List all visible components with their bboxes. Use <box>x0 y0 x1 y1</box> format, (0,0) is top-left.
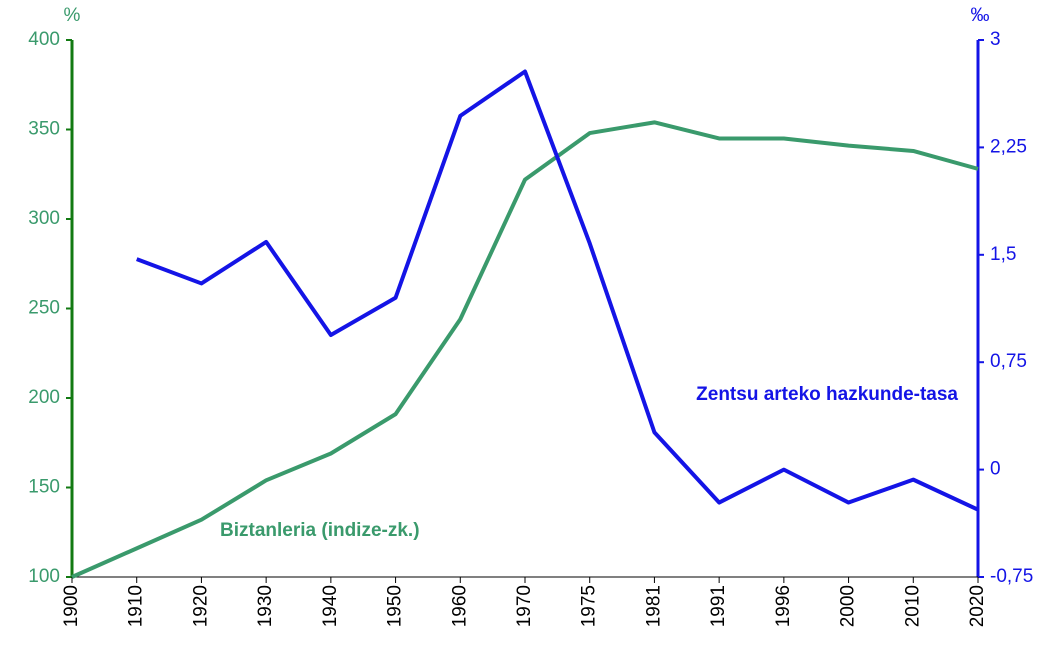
y-tick-label: 250 <box>28 298 60 319</box>
y2-tick-label: 1,5 <box>990 244 1016 265</box>
y-tick-label: 150 <box>28 477 60 498</box>
x-tick-label: 1950 <box>385 585 406 627</box>
series-line <box>136 69 979 512</box>
x-tick-label: 2020 <box>967 585 988 627</box>
x-tick-label: 1991 <box>708 585 729 627</box>
x-tick-label: 1981 <box>643 585 664 627</box>
y2-tick-label: 0,75 <box>990 351 1027 372</box>
y-tick-label: 200 <box>28 387 60 408</box>
series-line <box>71 120 979 579</box>
x-tick-label: 1930 <box>255 585 276 627</box>
series-label: Biztanleria (indize-zk.) <box>220 520 420 541</box>
y2-tick-label: -0,75 <box>990 566 1033 587</box>
x-tick-label: 1996 <box>773 585 794 627</box>
y2-tick-label: 2,25 <box>990 136 1027 157</box>
x-tick-label: 1920 <box>190 585 211 627</box>
y-tick-label: 100 <box>28 566 60 587</box>
y-tick-label: 400 <box>28 29 60 50</box>
x-tick-label: 2000 <box>838 585 859 627</box>
x-tick-label: 1910 <box>126 585 147 627</box>
x-tick-label: 1970 <box>514 585 535 627</box>
x-tick-label: 1975 <box>579 585 600 627</box>
x-tick-label: 1960 <box>449 585 470 627</box>
x-tick-label: 1900 <box>61 585 82 627</box>
y2-tick-label: 3 <box>990 29 1001 50</box>
x-tick-label: 2010 <box>902 585 923 627</box>
x-tick-label: 1940 <box>320 585 341 627</box>
y-tick-label: 300 <box>28 208 60 229</box>
series-label: Zentsu arteko hazkunde-tasa <box>696 384 958 405</box>
y-axis-label: % <box>64 5 81 26</box>
y-tick-label: 350 <box>28 119 60 140</box>
y2-tick-label: 0 <box>990 459 1001 480</box>
y2-axis-label: ‰ <box>971 5 990 26</box>
